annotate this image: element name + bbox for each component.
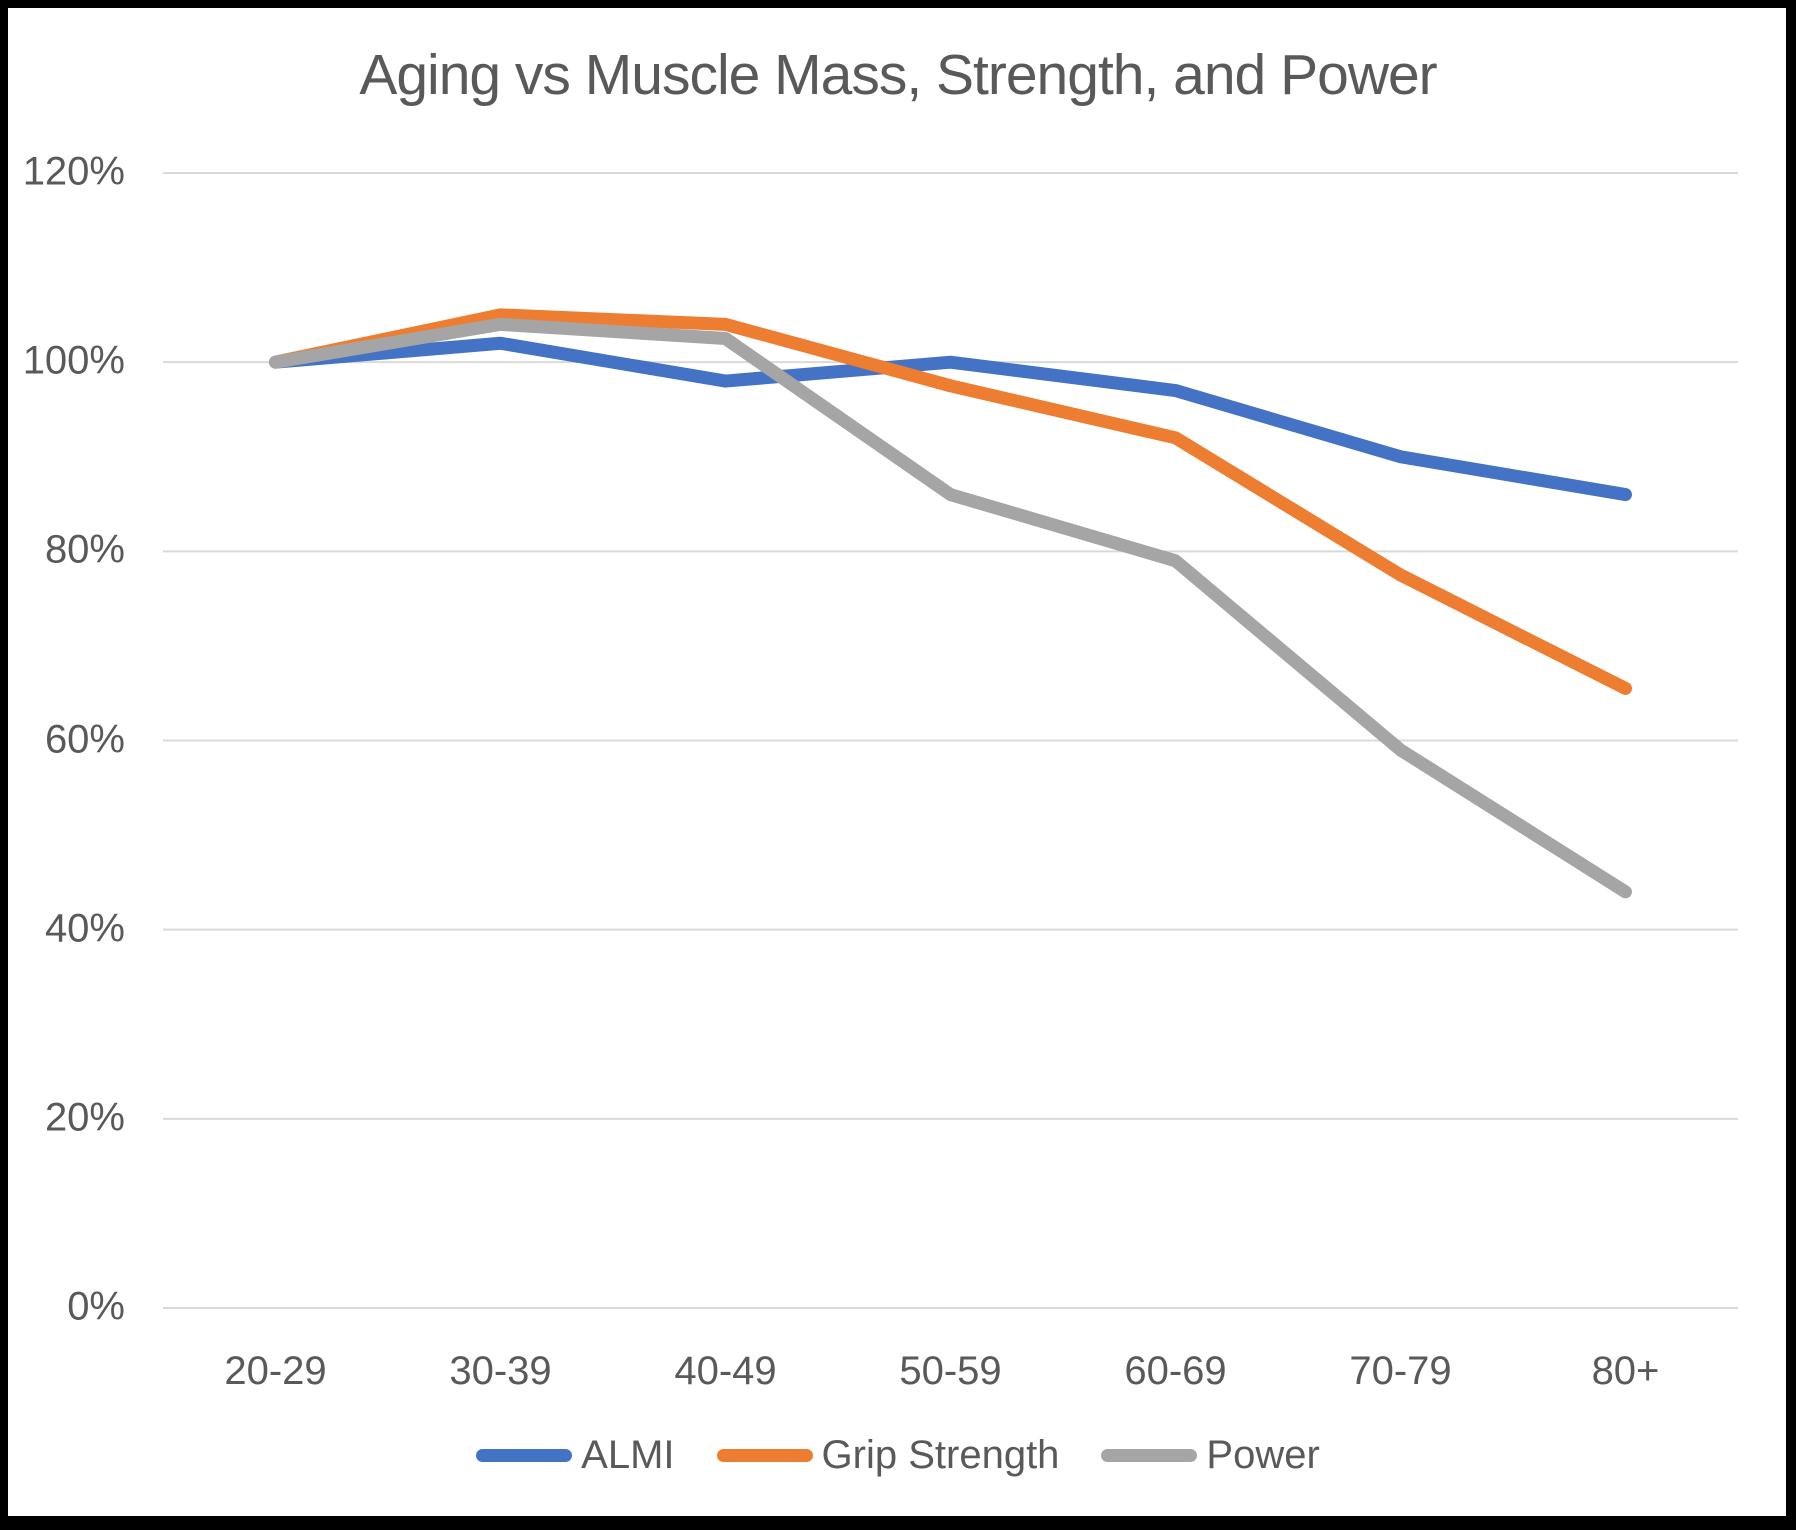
y-tick-label: 0% bbox=[67, 1284, 125, 1329]
legend-label-grip-strength: Grip Strength bbox=[821, 1432, 1060, 1477]
chart-title: Aging vs Muscle Mass, Strength, and Powe… bbox=[359, 43, 1437, 107]
y-tick-label: 120% bbox=[22, 149, 125, 194]
series-lines bbox=[269, 308, 1632, 899]
series-line-grip-strength bbox=[269, 308, 1632, 695]
power-line-swatch bbox=[1101, 1448, 1198, 1462]
legend-label-almi: ALMI bbox=[581, 1432, 675, 1477]
y-tick-label: 40% bbox=[44, 906, 125, 951]
series-line-power bbox=[269, 317, 1632, 899]
legend-item-almi: ALMI bbox=[476, 1432, 675, 1478]
y-tick-label: 60% bbox=[44, 717, 125, 762]
legend-item-grip-strength: Grip Strength bbox=[716, 1432, 1060, 1478]
y-tick-label: 100% bbox=[22, 338, 125, 383]
legend-label-power: Power bbox=[1206, 1432, 1320, 1477]
y-tick-label: 20% bbox=[44, 1095, 125, 1140]
x-category-label: 40-49 bbox=[674, 1349, 777, 1393]
x-category-label: 60-69 bbox=[1124, 1349, 1227, 1393]
x-category-label: 30-39 bbox=[449, 1349, 552, 1393]
almi-line-swatch bbox=[476, 1448, 573, 1462]
legend-item-power: Power bbox=[1101, 1432, 1320, 1478]
x-category-label: 80+ bbox=[1591, 1349, 1660, 1393]
x-category-label: 50-59 bbox=[899, 1349, 1002, 1393]
x-category-label: 70-79 bbox=[1349, 1349, 1452, 1393]
grip-strength-line-swatch bbox=[716, 1448, 813, 1462]
y-tick-label: 80% bbox=[44, 527, 125, 572]
series-line-almi bbox=[269, 336, 1632, 502]
legend: ALMI Grip Strength Power bbox=[0, 1430, 1796, 1480]
x-category-label: 20-29 bbox=[224, 1349, 327, 1393]
